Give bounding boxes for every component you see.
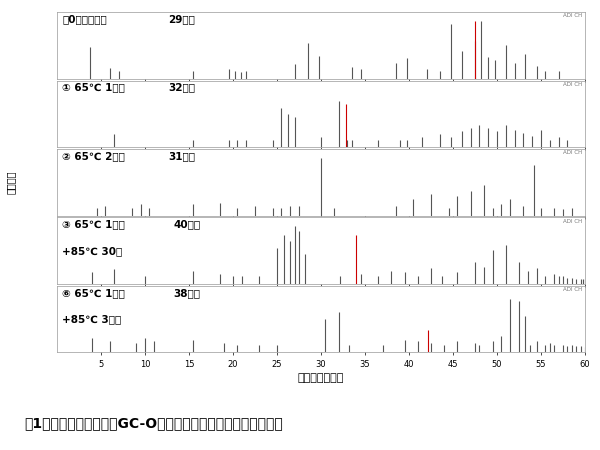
Text: 38成分: 38成分 (173, 288, 200, 298)
Text: 40成分: 40成分 (173, 219, 200, 230)
Text: 29成分: 29成分 (168, 14, 195, 24)
Text: ADI CH: ADI CH (563, 14, 583, 18)
Text: 官能強度: 官能強度 (6, 171, 16, 194)
Text: ADI CH: ADI CH (563, 82, 583, 87)
Text: ③ 65℃ 1時間: ③ 65℃ 1時間 (62, 219, 125, 230)
Text: ② 65℃ 2時間: ② 65℃ 2時間 (62, 151, 125, 161)
Text: 32成分: 32成分 (168, 82, 195, 93)
Text: ① 65℃ 1時間: ① 65℃ 1時間 (62, 82, 125, 93)
Text: ⑥ 65℃ 1時間: ⑥ 65℃ 1時間 (62, 288, 125, 298)
Text: 分析時間（分）: 分析時間（分） (298, 374, 344, 383)
Text: +85℃ 3時間: +85℃ 3時間 (62, 315, 122, 324)
Text: ␃0火入れなし: ␃0火入れなし (62, 14, 107, 24)
Text: +85℃ 30分: +85℃ 30分 (62, 246, 122, 256)
Text: ADI CH: ADI CH (563, 150, 583, 155)
Text: ADI CH: ADI CH (563, 219, 583, 224)
Text: 31成分: 31成分 (168, 151, 195, 161)
Text: 図1　火入れ条件によるGC-Oでの検出成分数と官能強度の違い: 図1 火入れ条件によるGC-Oでの検出成分数と官能強度の違い (24, 416, 283, 430)
Text: ADI CH: ADI CH (563, 287, 583, 292)
